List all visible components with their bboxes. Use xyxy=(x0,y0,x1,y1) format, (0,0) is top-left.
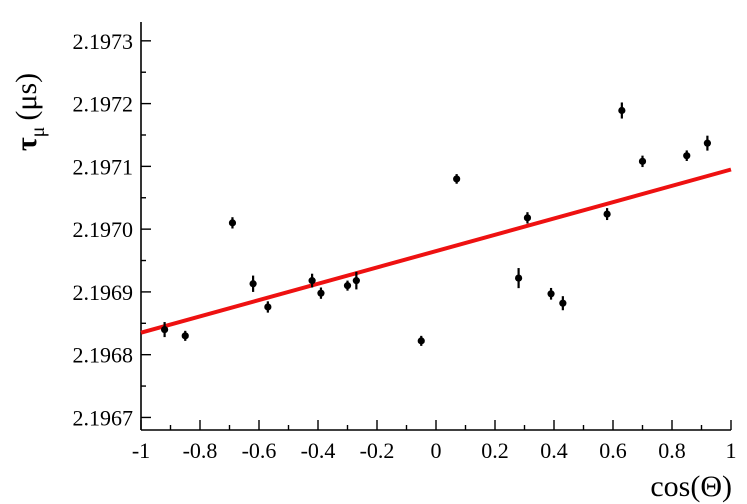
y-axis-title-symbol: τ xyxy=(10,137,43,151)
data-point xyxy=(228,219,237,227)
data-point xyxy=(417,337,425,345)
data-point xyxy=(161,325,169,334)
y-tick-label: 2.1967 xyxy=(73,405,134,430)
x-tick-label: 0.6 xyxy=(599,438,627,463)
y-axis-title-unit: (μs) xyxy=(10,73,43,121)
data-point xyxy=(317,289,325,297)
data-point xyxy=(343,282,352,290)
data-point xyxy=(523,214,532,222)
y-ticks: 2.1967 2.1968 2.1969 2.1970 2.1971 2.1972 2.19… xyxy=(73,29,151,430)
data-point xyxy=(559,299,567,307)
x-tick-label: 0.2 xyxy=(481,438,509,463)
x-tick-label: 0.4 xyxy=(540,438,568,463)
data-point xyxy=(703,139,712,147)
y-axis-title-subscript: μ xyxy=(27,127,49,138)
data-point xyxy=(603,210,611,218)
data-point xyxy=(453,175,461,183)
y-tick-label: 2.1970 xyxy=(73,217,134,242)
data-point xyxy=(683,152,691,160)
x-axis-title: cos(Θ) xyxy=(650,470,732,503)
x-tick-label: -0.2 xyxy=(360,438,395,463)
data-point xyxy=(308,277,316,285)
y-axis-title: τμ (μs) xyxy=(10,73,49,151)
axes xyxy=(140,22,731,431)
x-tick-label: -1 xyxy=(132,438,150,463)
data-point xyxy=(249,280,257,288)
y-tick-label: 2.1972 xyxy=(73,92,134,117)
x-tick-label: 0.8 xyxy=(658,438,686,463)
x-tick-label: -0.6 xyxy=(242,438,277,463)
x-ticks: -1 -0.8 -0.6 -0.4 -0.2 0 0.2 0.4 0.6 0.8 1 xyxy=(132,420,737,463)
x-tick-label: -0.4 xyxy=(301,438,336,463)
x-tick-label: -0.8 xyxy=(183,438,218,463)
fit-line xyxy=(140,167,732,335)
y-tick-label: 2.1973 xyxy=(73,29,134,54)
data-point xyxy=(618,106,626,115)
data-points xyxy=(161,102,712,346)
data-point xyxy=(264,303,272,311)
data-point xyxy=(515,274,523,282)
data-point xyxy=(181,332,189,340)
x-tick-label: 1 xyxy=(726,438,737,463)
y-tick-label: 2.1969 xyxy=(73,280,134,305)
x-tick-label: 0 xyxy=(431,438,442,463)
y-tick-label: 2.1971 xyxy=(73,154,134,179)
y-tick-label: 2.1968 xyxy=(73,343,134,368)
data-point xyxy=(547,290,555,298)
data-point xyxy=(352,277,360,285)
data-point xyxy=(638,157,647,165)
